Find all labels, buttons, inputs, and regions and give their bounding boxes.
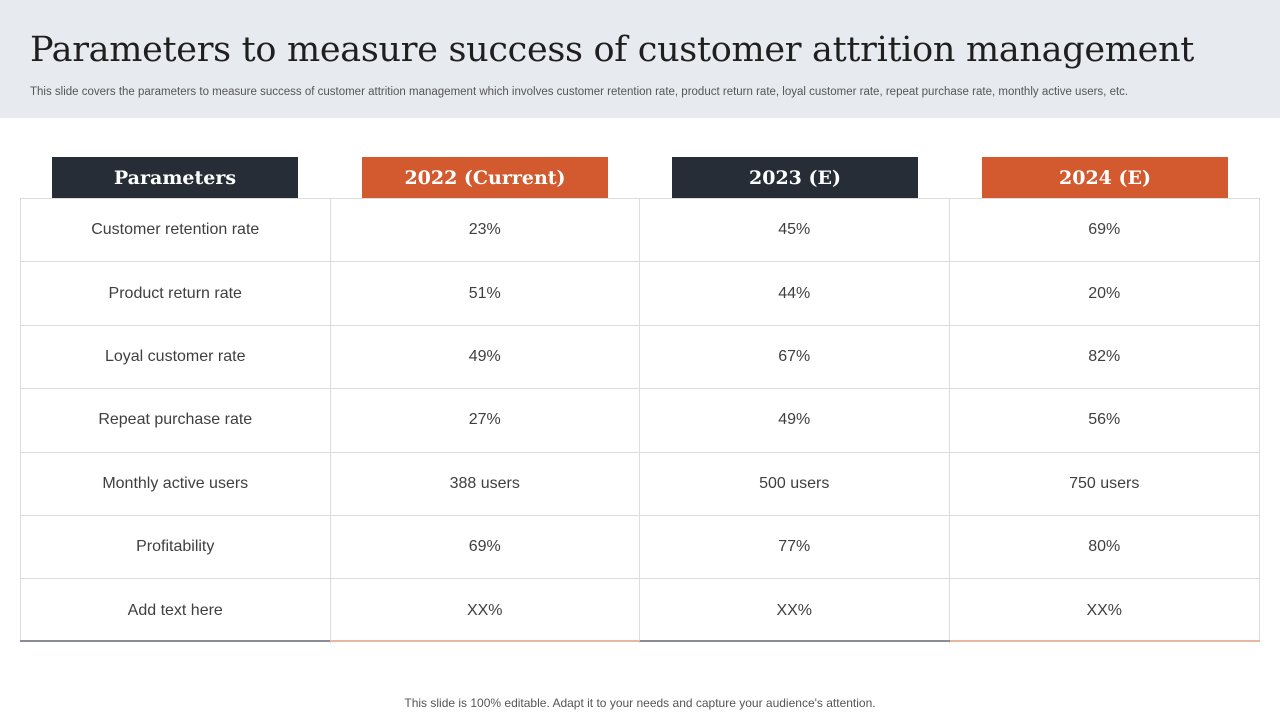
table-row: Loyal customer rate 49% 67% 82% bbox=[21, 325, 1259, 390]
value-cell-2023: 67% bbox=[640, 325, 950, 389]
value-cell-2022: 388 users bbox=[331, 452, 640, 515]
header-2023-estimate: 2023 (E) bbox=[672, 157, 918, 198]
value-cell-2022: XX% bbox=[331, 579, 640, 643]
table-row: Add text here XX% XX% XX% bbox=[21, 579, 1259, 643]
value-cell-2023: 44% bbox=[640, 262, 950, 325]
slide-subtitle: This slide covers the parameters to meas… bbox=[30, 86, 1129, 98]
parameter-cell: Customer retention rate bbox=[21, 199, 331, 262]
header-2022-current: 2022 (Current) bbox=[362, 157, 608, 198]
bottom-rule-2024 bbox=[950, 640, 1260, 642]
value-cell-2023: 49% bbox=[640, 389, 950, 452]
table-row: Profitability 69% 77% 80% bbox=[21, 515, 1259, 580]
parameters-table: Customer retention rate 23% 45% 69% Prod… bbox=[20, 198, 1260, 643]
value-cell-2024: XX% bbox=[1086, 602, 1123, 620]
parameter-cell: Add text here bbox=[21, 579, 331, 643]
value-cell-2024: 80% bbox=[1088, 538, 1121, 556]
value-cell-2022: 27% bbox=[331, 389, 640, 452]
value-cell-2023: 500 users bbox=[640, 452, 950, 515]
bottom-rule-2023 bbox=[640, 640, 950, 642]
parameter-cell: Product return rate bbox=[21, 262, 331, 325]
table-row: Repeat purchase rate 27% 49% 56% bbox=[21, 389, 1259, 453]
value-cell-2024: 69% bbox=[1088, 221, 1121, 239]
value-cell-2023: 45% bbox=[640, 199, 950, 262]
value-cell-2024: 82% bbox=[1088, 347, 1121, 365]
value-cell-2022: 49% bbox=[331, 325, 640, 389]
value-cell-2024: 750 users bbox=[1069, 474, 1140, 492]
value-cell-2022: 69% bbox=[331, 515, 640, 579]
slide-footer: This slide is 100% editable. Adapt it to… bbox=[404, 696, 876, 710]
value-cell-2024: 20% bbox=[1088, 284, 1121, 302]
header-parameters: Parameters bbox=[52, 157, 298, 198]
value-cell-2024: 56% bbox=[1088, 411, 1121, 429]
value-cell-2023: XX% bbox=[640, 579, 950, 643]
title-band: Parameters to measure success of custome… bbox=[0, 0, 1280, 118]
table-row: Customer retention rate 23% 45% 69% bbox=[21, 199, 1259, 263]
header-2024-estimate: 2024 (E) bbox=[982, 157, 1228, 198]
bottom-rule-parameters bbox=[20, 640, 330, 642]
value-cell-2022: 51% bbox=[331, 262, 640, 325]
value-cell-2022: 23% bbox=[331, 199, 640, 262]
bottom-rule-2022 bbox=[330, 640, 640, 642]
table-row: Monthly active users 388 users 500 users… bbox=[21, 452, 1259, 516]
parameter-cell: Loyal customer rate bbox=[21, 325, 331, 389]
parameter-cell: Repeat purchase rate bbox=[21, 389, 331, 452]
value-cell-2023: 77% bbox=[640, 515, 950, 579]
table-row: Product return rate 51% 44% 20% bbox=[21, 262, 1259, 326]
parameter-cell: Monthly active users bbox=[21, 452, 331, 515]
slide-title: Parameters to measure success of custome… bbox=[30, 30, 1195, 70]
parameter-cell: Profitability bbox=[21, 515, 331, 579]
